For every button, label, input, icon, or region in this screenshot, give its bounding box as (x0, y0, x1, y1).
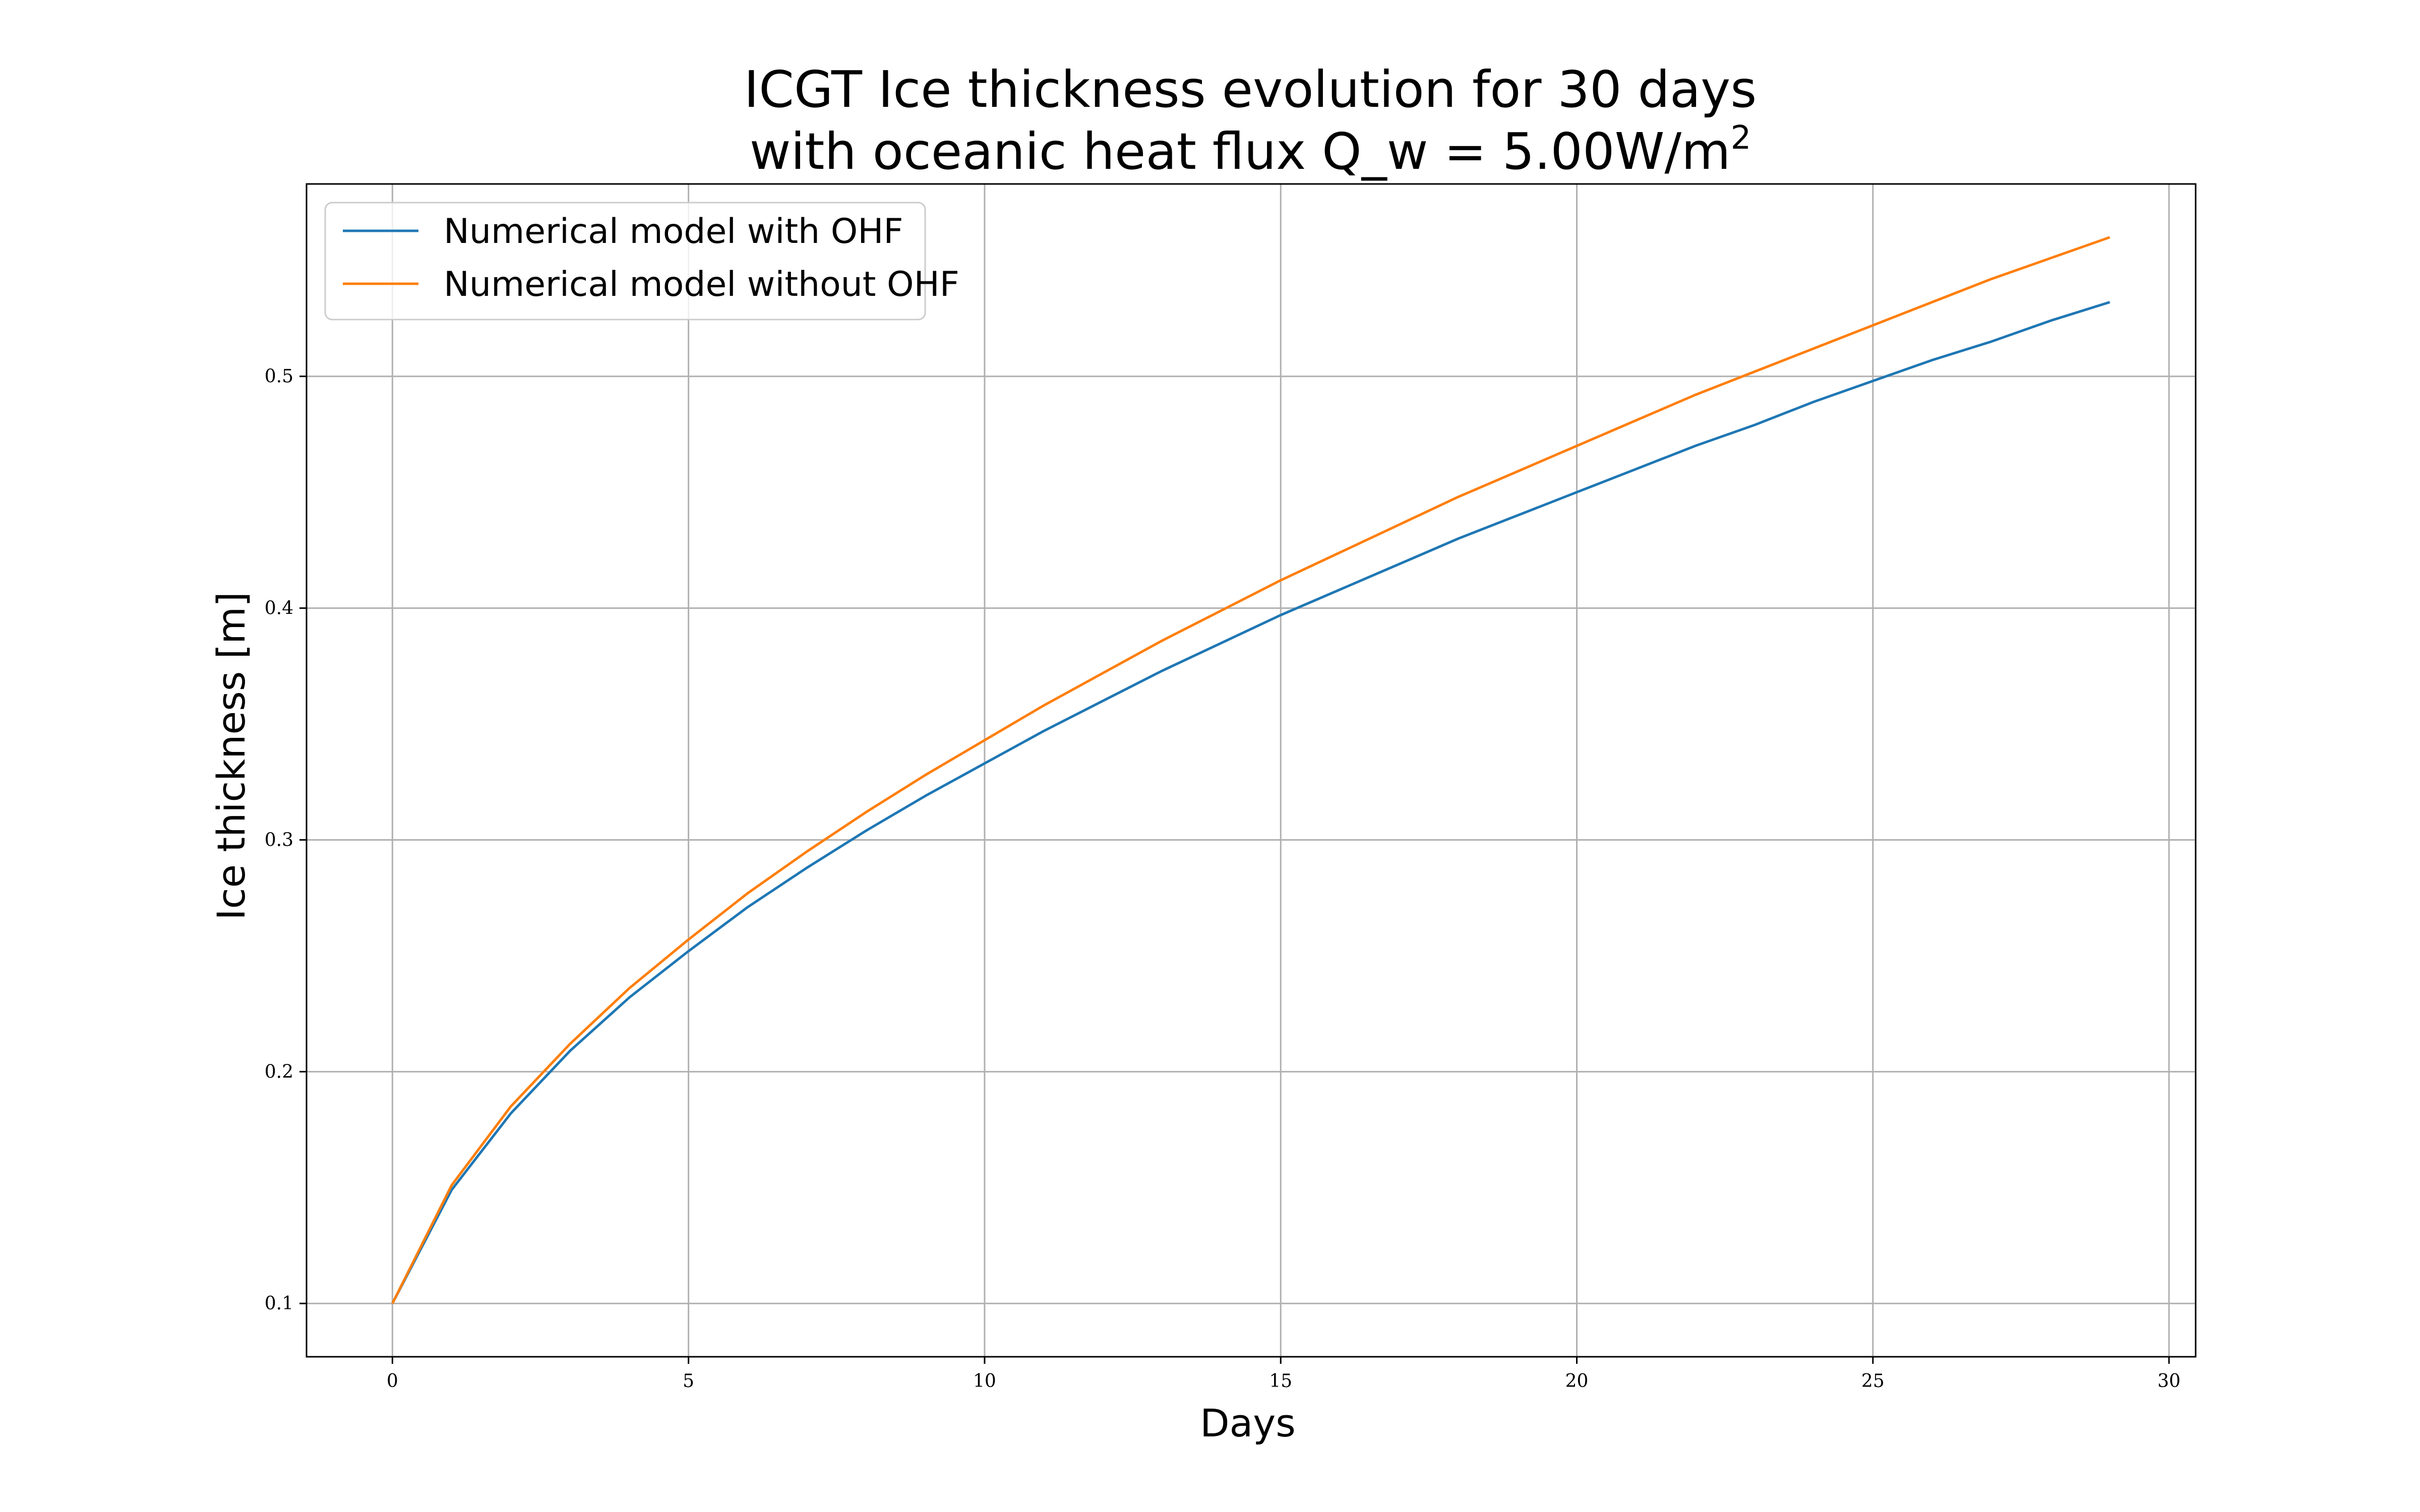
plot-frame (306, 183, 2197, 1358)
y-tick-label: 0.2 (265, 1061, 293, 1082)
series-line-without-ohf (391, 236, 2110, 1304)
legend-label-with-ohf: Numerical model with OHF (444, 212, 903, 251)
chart-title-line2-prefix: with oceanic heat flux Q_w = 5.00W/m (750, 122, 1731, 181)
x-grid (391, 184, 2170, 1357)
chart-title-line2-superscript: 2 (1731, 119, 1751, 157)
y-axis-label: Ice thickness [m] (209, 592, 254, 920)
legend-box (324, 202, 926, 321)
x-tick-label: 10 (973, 1371, 996, 1392)
y-tick-label: 0.4 (265, 598, 293, 619)
x-axis-label: Days (1200, 1401, 1296, 1445)
legend-label-without-ohf: Numerical model without OHF (444, 265, 959, 304)
x-tick-label: 5 (683, 1371, 694, 1392)
series-line-with-ohf (391, 301, 2110, 1304)
y-grid (307, 375, 2196, 1304)
x-tick-label: 20 (1565, 1371, 1589, 1392)
chart-title-line2: with oceanic heat flux Q_w = 5.00W/m2 (750, 119, 1751, 181)
chart-title-line1: ICGT Ice thickness evolution for 30 days (744, 60, 1757, 119)
x-ticks: 0 5 10 15 20 25 30 (387, 1357, 2181, 1392)
x-tick-label: 25 (1861, 1371, 1885, 1392)
x-tick-label: 15 (1269, 1371, 1292, 1392)
x-tick-label: 0 (387, 1371, 398, 1392)
plot-area: 0 5 10 15 20 25 30 0.1 0.2 0.3 0.4 0.5 (265, 183, 2197, 1392)
legend: Numerical model with OHF Numerical model… (324, 202, 959, 321)
y-tick-label: 0.3 (265, 830, 293, 850)
series-lines (391, 236, 2110, 1304)
y-ticks: 0.1 0.2 0.3 0.4 0.5 (265, 366, 307, 1314)
y-tick-label: 0.5 (265, 366, 293, 387)
y-tick-label: 0.1 (265, 1293, 293, 1314)
x-tick-label: 30 (2157, 1371, 2181, 1392)
